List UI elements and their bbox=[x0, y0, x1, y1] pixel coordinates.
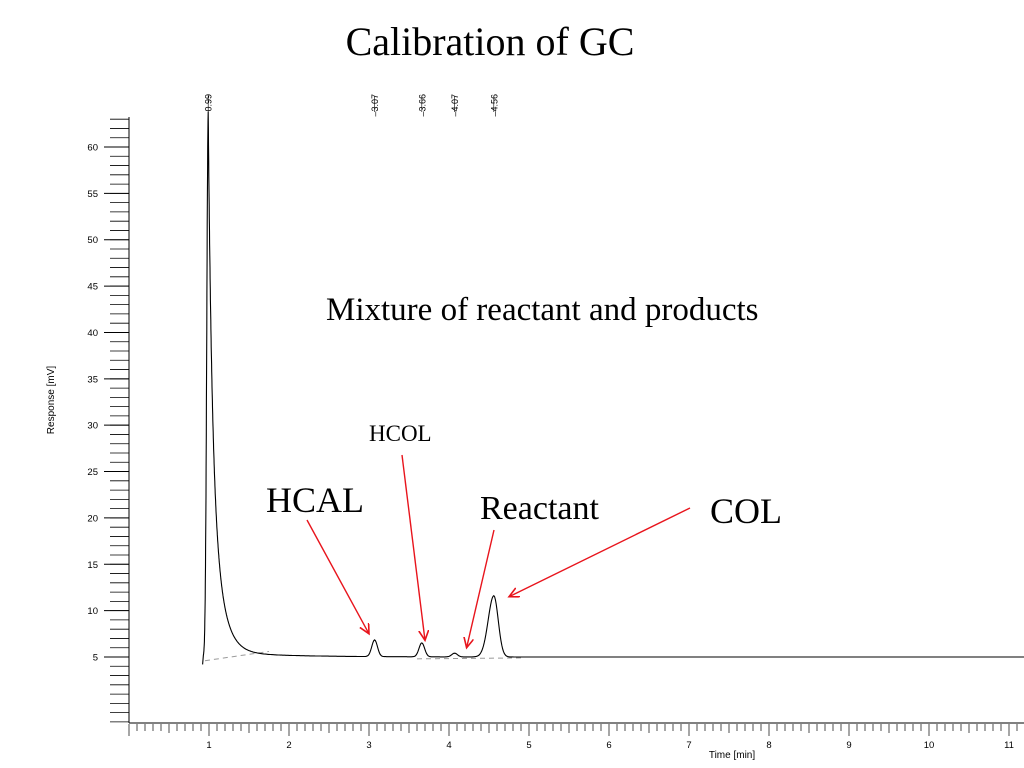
y-tick-label: 40 bbox=[87, 328, 98, 339]
arrow-hcal bbox=[306, 519, 369, 634]
y-tick-label: 15 bbox=[87, 560, 98, 571]
annotation-reactant: Reactant bbox=[480, 490, 599, 527]
y-tick-label: 10 bbox=[87, 606, 98, 617]
y-ticks-group: 5 10 15 20 25 30 35 40 45 50 55 60 bbox=[87, 118, 129, 723]
x-tick-label: 5 bbox=[526, 740, 531, 751]
y-tick-label: 30 bbox=[87, 421, 98, 432]
x-axis-label: Time [min] bbox=[709, 750, 756, 761]
y-tick-label: 35 bbox=[87, 374, 98, 385]
axes-group bbox=[128, 117, 1024, 724]
x-ticks-group: 1 2 3 4 5 6 7 8 9 10 11 bbox=[128, 724, 1018, 751]
y-tick-label: 50 bbox=[87, 235, 98, 246]
peak-label: –4.56 bbox=[489, 94, 499, 117]
y-tick-label: 20 bbox=[87, 513, 98, 524]
peak-label: 0.99 bbox=[204, 94, 214, 112]
y-tick-label: 60 bbox=[87, 143, 98, 154]
y-tick-label: 25 bbox=[87, 467, 98, 478]
annotation-hcol: HCOL bbox=[369, 421, 432, 446]
y-tick-label: 55 bbox=[87, 189, 98, 200]
x-tick-label: 8 bbox=[766, 740, 771, 751]
chromatogram-trace bbox=[202, 111, 1024, 665]
y-axis-label: Response [mV] bbox=[46, 366, 57, 435]
arrow-hcol bbox=[401, 454, 425, 640]
peak-label: –4.07 bbox=[450, 94, 460, 117]
x-tick-label: 6 bbox=[606, 740, 611, 751]
slide-title: Calibration of GC bbox=[345, 19, 635, 64]
arrow-reactant bbox=[467, 529, 495, 648]
arrow-col bbox=[509, 507, 691, 597]
annotation-mixture: Mixture of reactant and products bbox=[326, 292, 759, 328]
y-tick-label: 45 bbox=[87, 282, 98, 293]
x-tick-label: 9 bbox=[846, 740, 851, 751]
x-tick-label: 3 bbox=[366, 740, 371, 751]
x-tick-label: 4 bbox=[446, 740, 451, 751]
x-tick-label: 1 bbox=[206, 740, 211, 751]
x-tick-label: 10 bbox=[924, 740, 935, 751]
y-tick-label: 5 bbox=[93, 653, 98, 664]
annotation-col: COL bbox=[710, 491, 782, 531]
annotation-hcal: HCAL bbox=[266, 480, 364, 520]
peak-label: –3.07 bbox=[370, 94, 380, 117]
peak-labels-group: 0.99 –3.07 –3.66 –4.07 –4.56 bbox=[204, 94, 500, 117]
peak-label: –3.66 bbox=[417, 94, 427, 117]
arrows-group bbox=[306, 454, 691, 648]
integration-baseline bbox=[204, 650, 522, 662]
x-tick-label: 2 bbox=[286, 740, 291, 751]
x-tick-label: 11 bbox=[1004, 740, 1014, 751]
x-tick-label: 7 bbox=[686, 740, 691, 751]
